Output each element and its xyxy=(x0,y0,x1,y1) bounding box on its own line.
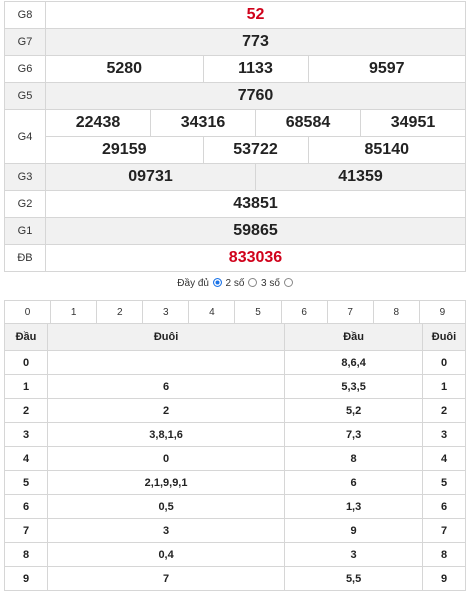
option-full-radio[interactable] xyxy=(212,278,222,287)
prize-value: 29159 xyxy=(45,136,204,164)
table-row: 5 2,1,9,9,1 6 5 xyxy=(4,470,466,495)
table-row: 8 0,4 3 8 xyxy=(4,542,466,567)
prize-value: 7760 xyxy=(45,82,466,110)
table-row: 1 6 5,3,5 1 xyxy=(4,374,466,399)
option-three-label: 3 số xyxy=(261,278,280,289)
option-three-radio[interactable] xyxy=(283,278,293,287)
digit-tab[interactable]: 1 xyxy=(50,300,98,324)
prize-value: 53722 xyxy=(202,136,309,164)
prize-value: 1133 xyxy=(202,55,309,83)
prize-value: 34951 xyxy=(360,109,466,137)
prize-row-g8: G8 52 xyxy=(4,1,466,29)
prize-value: 9597 xyxy=(307,55,466,83)
prize-row-g4-b: 29159 53722 85140 xyxy=(5,136,466,164)
prize-value: 52 xyxy=(45,1,466,29)
prize-row-g1: G1 59865 xyxy=(4,217,466,245)
digit-tab[interactable]: 8 xyxy=(372,300,420,324)
prize-value-special: 833036 xyxy=(45,244,466,272)
digit-tab[interactable]: 4 xyxy=(188,300,236,324)
prize-label: G4 xyxy=(4,109,46,164)
prize-value: 68584 xyxy=(255,109,361,137)
prize-label: G3 xyxy=(4,163,46,191)
prize-value: 5280 xyxy=(45,55,204,83)
table-row: 0 8,6,4 0 xyxy=(4,350,466,375)
digit-tab[interactable]: 5 xyxy=(234,300,282,324)
results-table: G8 52 G7 773 G6 5280 1133 9597 G5 7760 G… xyxy=(4,1,466,272)
prize-value: 41359 xyxy=(255,163,466,191)
prize-value: 43851 xyxy=(45,190,466,218)
table-row: 9 7 5,5 9 xyxy=(4,566,466,591)
digit-filter: 0 1 2 3 4 5 6 7 8 9 xyxy=(3,300,467,324)
option-two-radio[interactable] xyxy=(248,278,258,287)
prize-label: G5 xyxy=(4,82,46,110)
option-two-label: 2 số xyxy=(225,278,245,289)
prize-row-g7: G7 773 xyxy=(4,28,466,56)
prize-value: 22438 xyxy=(45,109,151,137)
prize-label: G2 xyxy=(4,190,46,218)
prize-row-g6: G6 5280 1133 9597 xyxy=(4,55,466,83)
table-row: 6 0,5 1,3 6 xyxy=(4,494,466,519)
digit-tab[interactable]: 2 xyxy=(96,300,144,324)
header-dau: Đầu xyxy=(284,323,423,351)
header-duoi: Đuôi xyxy=(46,323,286,351)
prize-row-g3: G3 09731 41359 xyxy=(4,163,466,191)
prize-row-g4: G4 22438 34316 68584 34951 xyxy=(4,109,466,164)
prize-value: 09731 xyxy=(45,163,256,191)
prize-label: G8 xyxy=(4,1,46,29)
dau-duoi-table: Đầu Đuôi Đầu Đuôi 0 8,6,4 0 1 6 5,3,5 1 2 2 5,2… xyxy=(4,323,466,591)
prize-row-g2: G2 43851 xyxy=(4,190,466,218)
digit-tab[interactable]: 6 xyxy=(280,300,328,324)
digit-tab[interactable]: 3 xyxy=(142,300,190,324)
prize-row-g5: G5 7760 xyxy=(4,82,466,110)
header-duoi: Đuôi xyxy=(422,323,466,351)
prize-label: ĐB xyxy=(4,244,46,272)
option-full-label: Đầy đủ xyxy=(177,278,209,289)
table-row: 3 3,8,1,6 7,3 3 xyxy=(4,422,466,447)
prize-value: 85140 xyxy=(307,136,466,164)
prize-value: 773 xyxy=(45,28,466,56)
prize-label: G1 xyxy=(4,217,46,245)
digit-tab[interactable]: 0 xyxy=(3,300,52,324)
prize-label: G7 xyxy=(4,28,46,56)
prize-row-db: ĐB 833036 xyxy=(4,244,466,272)
display-options: Đầy đủ 2 số 3 số xyxy=(0,278,471,289)
digit-tab[interactable]: 7 xyxy=(326,300,374,324)
prize-value: 59865 xyxy=(45,217,466,245)
header-dau: Đầu xyxy=(4,323,48,351)
table-header: Đầu Đuôi Đầu Đuôi xyxy=(4,323,466,351)
prize-label: G6 xyxy=(4,55,46,83)
digit-tab[interactable]: 9 xyxy=(418,300,467,324)
table-row: 2 2 5,2 2 xyxy=(4,398,466,423)
prize-value: 34316 xyxy=(150,109,256,137)
